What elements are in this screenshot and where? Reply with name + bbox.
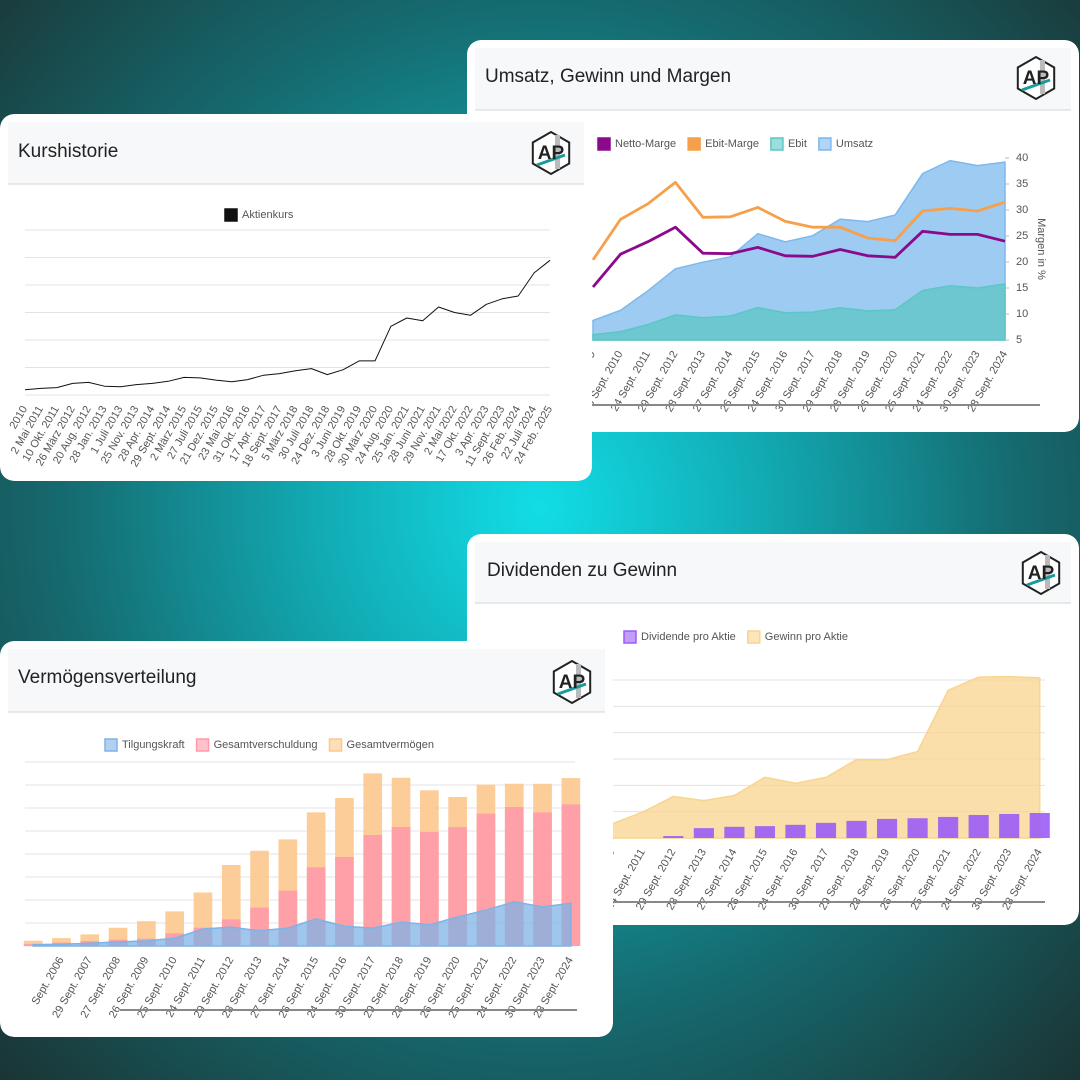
- logo-swoosh: [557, 682, 587, 696]
- area: [592, 159, 1006, 341]
- legend-label: Netto-Marge: [615, 138, 676, 150]
- bar: [785, 824, 806, 838]
- logo-bar: [576, 664, 581, 698]
- bar: [938, 816, 959, 838]
- logo-text: AP: [559, 672, 586, 693]
- y2-tick-label: 20: [1016, 256, 1028, 268]
- legend-swatch: [687, 137, 701, 151]
- area: [592, 283, 1006, 341]
- legend-swatch: [224, 208, 238, 222]
- bar: [23, 940, 43, 946]
- y2-tick-label: 10: [1016, 308, 1028, 320]
- card-header: [8, 122, 584, 184]
- card-title: Dividenden zu Gewinn: [487, 560, 677, 581]
- card-background: [0, 114, 592, 481]
- bar: [724, 826, 745, 838]
- bar: [907, 818, 928, 838]
- legend-swatch: [623, 630, 637, 644]
- y2-tick-label: 5: [1016, 334, 1022, 346]
- area: [32, 901, 572, 947]
- legend-label: Ebit: [788, 138, 807, 150]
- line: [24, 259, 551, 391]
- bar: [335, 857, 354, 946]
- legend-swatch: [328, 738, 343, 752]
- bar: [693, 828, 714, 838]
- area: [611, 675, 1041, 839]
- logo-bar: [1045, 555, 1050, 589]
- logo-text: AP: [1028, 563, 1055, 584]
- logo-swoosh: [1026, 573, 1056, 587]
- logo-bar: [1040, 60, 1045, 94]
- bar: [846, 820, 867, 838]
- bar: [754, 826, 776, 838]
- y2-tick-label: 30: [1016, 204, 1028, 216]
- card-title: Kurshistorie: [18, 141, 118, 162]
- chart-card: Umsatz, Gewinn und Margen AP 5 10 15 20 25 30 35…: [467, 40, 1079, 432]
- bar: [999, 813, 1020, 838]
- legend-label: Umsatz: [836, 138, 873, 150]
- bar: [876, 818, 898, 838]
- legend-label: Gesamtvermögen: [347, 739, 434, 751]
- legend-label: Gesamtverschuldung: [214, 739, 318, 751]
- logo-text: AP: [1023, 68, 1050, 89]
- logo-swoosh: [536, 153, 566, 167]
- line: [591, 181, 1006, 261]
- bar: [420, 831, 439, 946]
- bar: [1029, 812, 1050, 838]
- card-header: [475, 542, 1071, 603]
- legend-label: Dividende pro Aktie: [641, 631, 736, 643]
- bar: [968, 814, 989, 838]
- y2-axis-label: Margen in %: [1035, 218, 1047, 280]
- line: [591, 225, 1006, 288]
- y2-tick-label: 25: [1016, 230, 1028, 242]
- legend-label: Ebit-Marge: [705, 138, 759, 150]
- legend-label: Tilgungskraft: [122, 739, 185, 751]
- bar: [80, 934, 100, 946]
- bar: [52, 938, 71, 946]
- legend-swatch: [104, 738, 118, 752]
- legend-swatch: [747, 630, 761, 644]
- card-header: [8, 649, 605, 712]
- legend-swatch: [770, 137, 784, 151]
- bar: [391, 827, 411, 946]
- legend-swatch: [597, 137, 611, 151]
- legend-label: Gewinn pro Aktie: [765, 631, 848, 643]
- card-header: [475, 48, 1071, 110]
- card-title: Umsatz, Gewinn und Margen: [485, 66, 731, 87]
- y2-tick-label: 35: [1016, 178, 1028, 190]
- legend-swatch: [818, 137, 832, 151]
- card-title: Vermögensverteilung: [18, 667, 197, 688]
- logo-bar: [555, 135, 560, 169]
- legend-label: Aktienkurs: [242, 209, 294, 221]
- bar: [363, 835, 383, 946]
- bar: [815, 822, 837, 838]
- logo-swoosh: [1021, 78, 1051, 92]
- y2-tick-label: 40: [1016, 152, 1028, 164]
- legend-swatch: [195, 738, 210, 752]
- y2-tick-label: 15: [1016, 282, 1028, 294]
- logo-text: AP: [538, 143, 565, 164]
- bar: [663, 836, 684, 838]
